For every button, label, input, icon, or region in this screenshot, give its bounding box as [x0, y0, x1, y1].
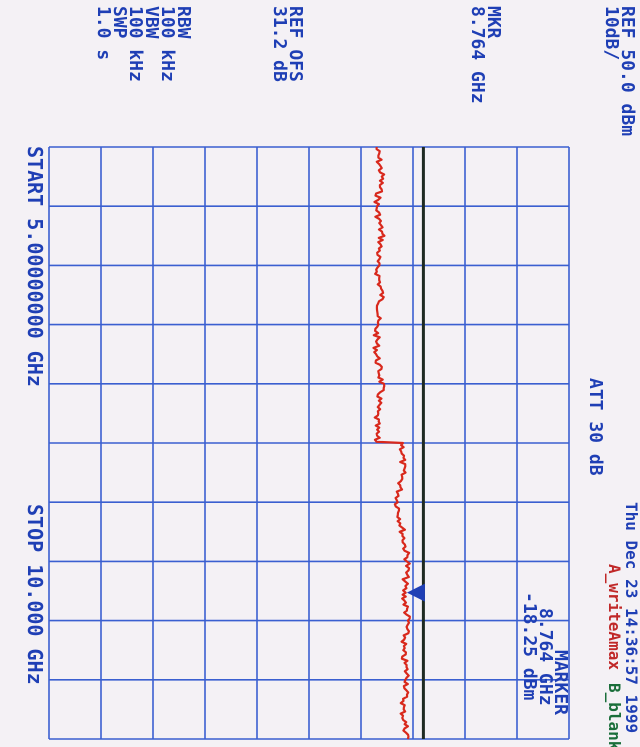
- vbw-label: VBW: [141, 6, 162, 39]
- ref-ofs-value: 31.2 dB: [269, 6, 290, 82]
- trace-a-label: A_writeAmax: [605, 564, 624, 670]
- mkr-freq-label: 8.764 GHz: [467, 6, 488, 104]
- datetime-label: Thu Dec 23 14:36:57 1999: [622, 502, 640, 733]
- att-label: ATT 30 dB: [585, 378, 606, 476]
- start-freq-label: START 5.00000000 GHz: [23, 146, 47, 387]
- marker-triangle: [406, 583, 425, 602]
- rbw-value: 100 kHz: [157, 6, 178, 82]
- ref-level-label: REF 50.0 dBm: [617, 6, 638, 136]
- grid: [48, 146, 570, 740]
- trace-a: [372, 146, 411, 740]
- marker-level: -18.25 dBm: [519, 592, 540, 701]
- marker-group: [406, 583, 425, 602]
- swp-value: 1.0 s: [93, 6, 114, 60]
- scale-label: 10dB/: [601, 6, 622, 60]
- marker-title: MARKER: [550, 650, 571, 715]
- marker-freq: 8.764 GHz: [535, 608, 556, 706]
- stop-freq-label: STOP 10.000 GHz: [23, 504, 47, 685]
- vbw-value: 100 kHz: [125, 6, 146, 82]
- trace-a-line: [372, 146, 411, 740]
- rbw-label: RBW: [173, 6, 194, 39]
- trace-b-label: B_blank: [605, 683, 624, 747]
- mkr-label: MKR: [483, 6, 504, 39]
- ref-ofs-label: REF OFS: [285, 6, 306, 82]
- swp-label: SWP: [109, 6, 130, 39]
